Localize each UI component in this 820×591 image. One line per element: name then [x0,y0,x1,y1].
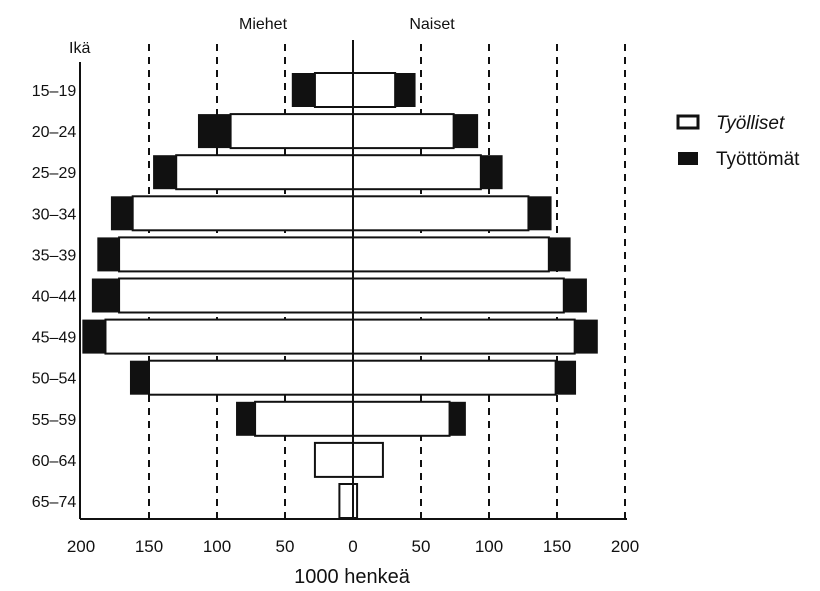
legend-label-unemployed: Työttömät [716,149,800,170]
bar-men-unemployed [82,319,106,354]
x-tick-label: 0 [348,537,357,556]
age-label: 65–74 [32,494,77,511]
age-label: 60–64 [32,453,77,470]
bar-women-employed [352,359,557,396]
bar-men-unemployed [197,114,231,149]
age-axis-title: Ikä [69,40,90,57]
bar-women-employed [352,236,550,273]
x-ticks: 200 150 100 50 0 50 100 150 200 [67,537,639,556]
x-tick-label: 100 [203,537,231,556]
bar-women-employed [352,441,384,478]
age-label: 25–29 [32,165,77,182]
bar-women-unemployed [548,237,571,272]
bar-men-unemployed [97,237,120,272]
bar-women-unemployed [449,401,466,436]
x-tick-label: 150 [135,537,163,556]
x-tick-label: 200 [611,537,639,556]
bar-women-employed [352,154,482,191]
bar-men-unemployed [91,278,120,313]
bar-men-employed [118,236,354,273]
bar-men-unemployed [236,401,256,436]
bar-men-employed [118,277,354,314]
bar-women-unemployed [453,114,479,149]
legend-item-employed: Työlliset [676,113,785,134]
x-tick-label: 200 [67,537,95,556]
legend-swatch-employed [676,114,700,130]
age-label: 30–34 [32,206,77,223]
bar-men-employed [131,195,354,232]
bar-women-employed [352,277,565,314]
bar-men-employed [148,359,354,396]
bar-men-employed [104,318,355,355]
age-label: 20–24 [32,124,77,141]
bar-women-unemployed [395,73,416,107]
legend-item-unemployed: Työttömät [678,149,800,170]
x-tick-label: 100 [475,537,503,556]
bar-women-unemployed [555,360,577,395]
age-label: 40–44 [32,289,77,306]
age-label: 15–19 [32,83,77,100]
age-labels: 15–19 20–24 25–29 30–34 35–39 40–44 45–49 50–54… [32,83,77,511]
x-tick-label: 50 [276,537,295,556]
x-axis-title: 1000 henkeä [294,566,411,588]
men-label: Miehet [239,16,288,33]
bar-men-unemployed [153,155,177,190]
bar-men-employed [254,400,354,437]
women-label: Naiset [409,16,455,33]
bar-men-employed [175,154,354,191]
bars [82,72,598,519]
age-label: 55–59 [32,412,77,429]
x-tick-label: 150 [543,537,571,556]
legend-swatch-unemployed [678,152,698,165]
bar-men-unemployed [110,196,133,231]
bar-men-employed [338,483,354,519]
bar-women-employed [352,195,530,232]
bar-women-employed [352,318,576,355]
bar-women-employed [352,72,397,108]
x-tick-label: 50 [412,537,431,556]
bar-women-unemployed [480,155,503,190]
bar-men-unemployed [129,360,149,395]
bar-men-employed [313,441,355,478]
bar-women-unemployed [563,278,587,313]
age-label: 45–49 [32,330,77,347]
bar-women-unemployed [528,196,552,231]
bar-men-employed [313,72,355,108]
age-label: 35–39 [32,247,77,264]
legend: Työlliset Työttömät [676,113,800,170]
legend-label-employed: Työlliset [716,113,785,134]
bar-women-unemployed [574,319,598,354]
bar-women-employed [352,400,451,437]
bar-men-employed [229,113,355,150]
age-label: 50–54 [32,371,77,388]
bar-women-employed [352,113,455,150]
bar-men-unemployed [291,73,315,107]
